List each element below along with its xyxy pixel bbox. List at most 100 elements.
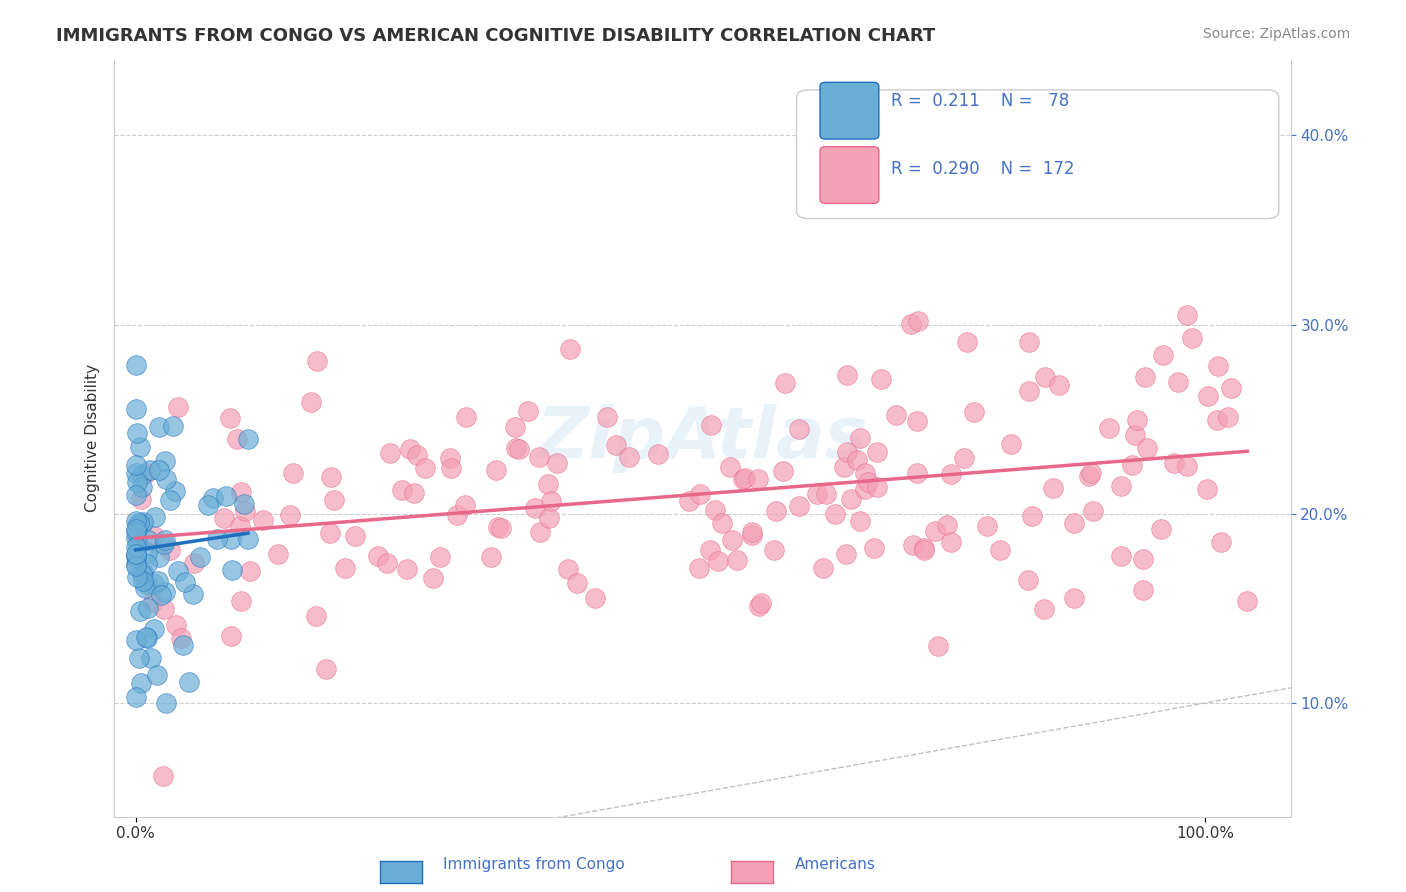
- Point: [773, 376, 796, 390]
- Point: [439, 450, 461, 465]
- Point: [935, 518, 957, 533]
- Point: [841, 491, 863, 506]
- Point: [124, 633, 146, 648]
- Point: [131, 567, 153, 582]
- Point: [153, 585, 176, 599]
- Point: [765, 504, 787, 518]
- Point: [678, 494, 700, 508]
- Point: [183, 556, 205, 570]
- Point: [1018, 334, 1040, 349]
- Point: [1220, 381, 1243, 395]
- Point: [537, 477, 560, 491]
- Point: [139, 651, 162, 665]
- Point: [422, 571, 444, 585]
- Point: [139, 463, 162, 477]
- Point: [315, 662, 337, 676]
- Point: [214, 489, 236, 503]
- Point: [159, 542, 181, 557]
- Point: [1080, 466, 1102, 480]
- Point: [456, 409, 478, 424]
- Point: [647, 448, 669, 462]
- Point: [1195, 482, 1218, 496]
- Point: [963, 404, 986, 418]
- Point: [741, 525, 763, 540]
- Point: [866, 444, 889, 458]
- Point: [824, 507, 846, 521]
- Point: [135, 546, 157, 560]
- Point: [1133, 369, 1156, 384]
- Point: [267, 547, 290, 561]
- Point: [1063, 516, 1085, 530]
- Point: [1177, 308, 1199, 322]
- Point: [165, 617, 187, 632]
- Point: [124, 358, 146, 372]
- Point: [367, 549, 389, 563]
- Point: [155, 696, 177, 710]
- Point: [912, 543, 935, 558]
- Point: [135, 630, 157, 644]
- Point: [1018, 384, 1040, 398]
- Point: [229, 594, 252, 608]
- Point: [131, 517, 153, 532]
- Point: [516, 404, 538, 418]
- Point: [146, 574, 169, 589]
- Point: [787, 499, 810, 513]
- Point: [124, 458, 146, 472]
- Point: [148, 549, 170, 564]
- Point: [886, 409, 908, 423]
- Point: [734, 471, 756, 485]
- Point: [128, 516, 150, 531]
- Point: [127, 519, 149, 533]
- Point: [135, 467, 157, 481]
- Point: [233, 504, 256, 518]
- Point: [281, 467, 304, 481]
- Point: [321, 469, 343, 483]
- Point: [806, 487, 828, 501]
- Point: [221, 563, 243, 577]
- Point: [221, 629, 243, 643]
- Point: [1206, 359, 1229, 373]
- Point: [219, 532, 242, 546]
- Point: [748, 599, 770, 613]
- Point: [174, 575, 197, 590]
- Point: [718, 459, 741, 474]
- Point: [129, 676, 152, 690]
- Point: [124, 488, 146, 502]
- Point: [219, 411, 242, 425]
- Point: [207, 532, 229, 546]
- Point: [197, 498, 219, 512]
- Point: [1132, 551, 1154, 566]
- Point: [143, 577, 166, 591]
- Point: [1132, 582, 1154, 597]
- Point: [454, 498, 477, 512]
- Point: [856, 475, 879, 490]
- Point: [188, 549, 211, 564]
- Point: [131, 480, 153, 494]
- Point: [1121, 458, 1143, 473]
- Point: [148, 462, 170, 476]
- Point: [229, 518, 252, 533]
- Point: [596, 410, 619, 425]
- Point: [305, 608, 328, 623]
- Point: [815, 486, 838, 500]
- Point: [565, 576, 588, 591]
- Point: [440, 461, 463, 475]
- Point: [905, 414, 928, 428]
- Point: [127, 425, 149, 440]
- Point: [162, 419, 184, 434]
- Point: [901, 538, 924, 552]
- Point: [153, 453, 176, 467]
- Point: [1152, 348, 1174, 362]
- Point: [747, 472, 769, 486]
- Point: [232, 497, 254, 511]
- Point: [721, 533, 744, 548]
- Point: [1063, 591, 1085, 606]
- Point: [229, 484, 252, 499]
- Point: [486, 520, 509, 534]
- Point: [927, 640, 949, 654]
- Point: [524, 500, 547, 515]
- Point: [1047, 377, 1070, 392]
- Point: [131, 468, 153, 483]
- Point: [236, 533, 259, 547]
- FancyBboxPatch shape: [820, 82, 879, 139]
